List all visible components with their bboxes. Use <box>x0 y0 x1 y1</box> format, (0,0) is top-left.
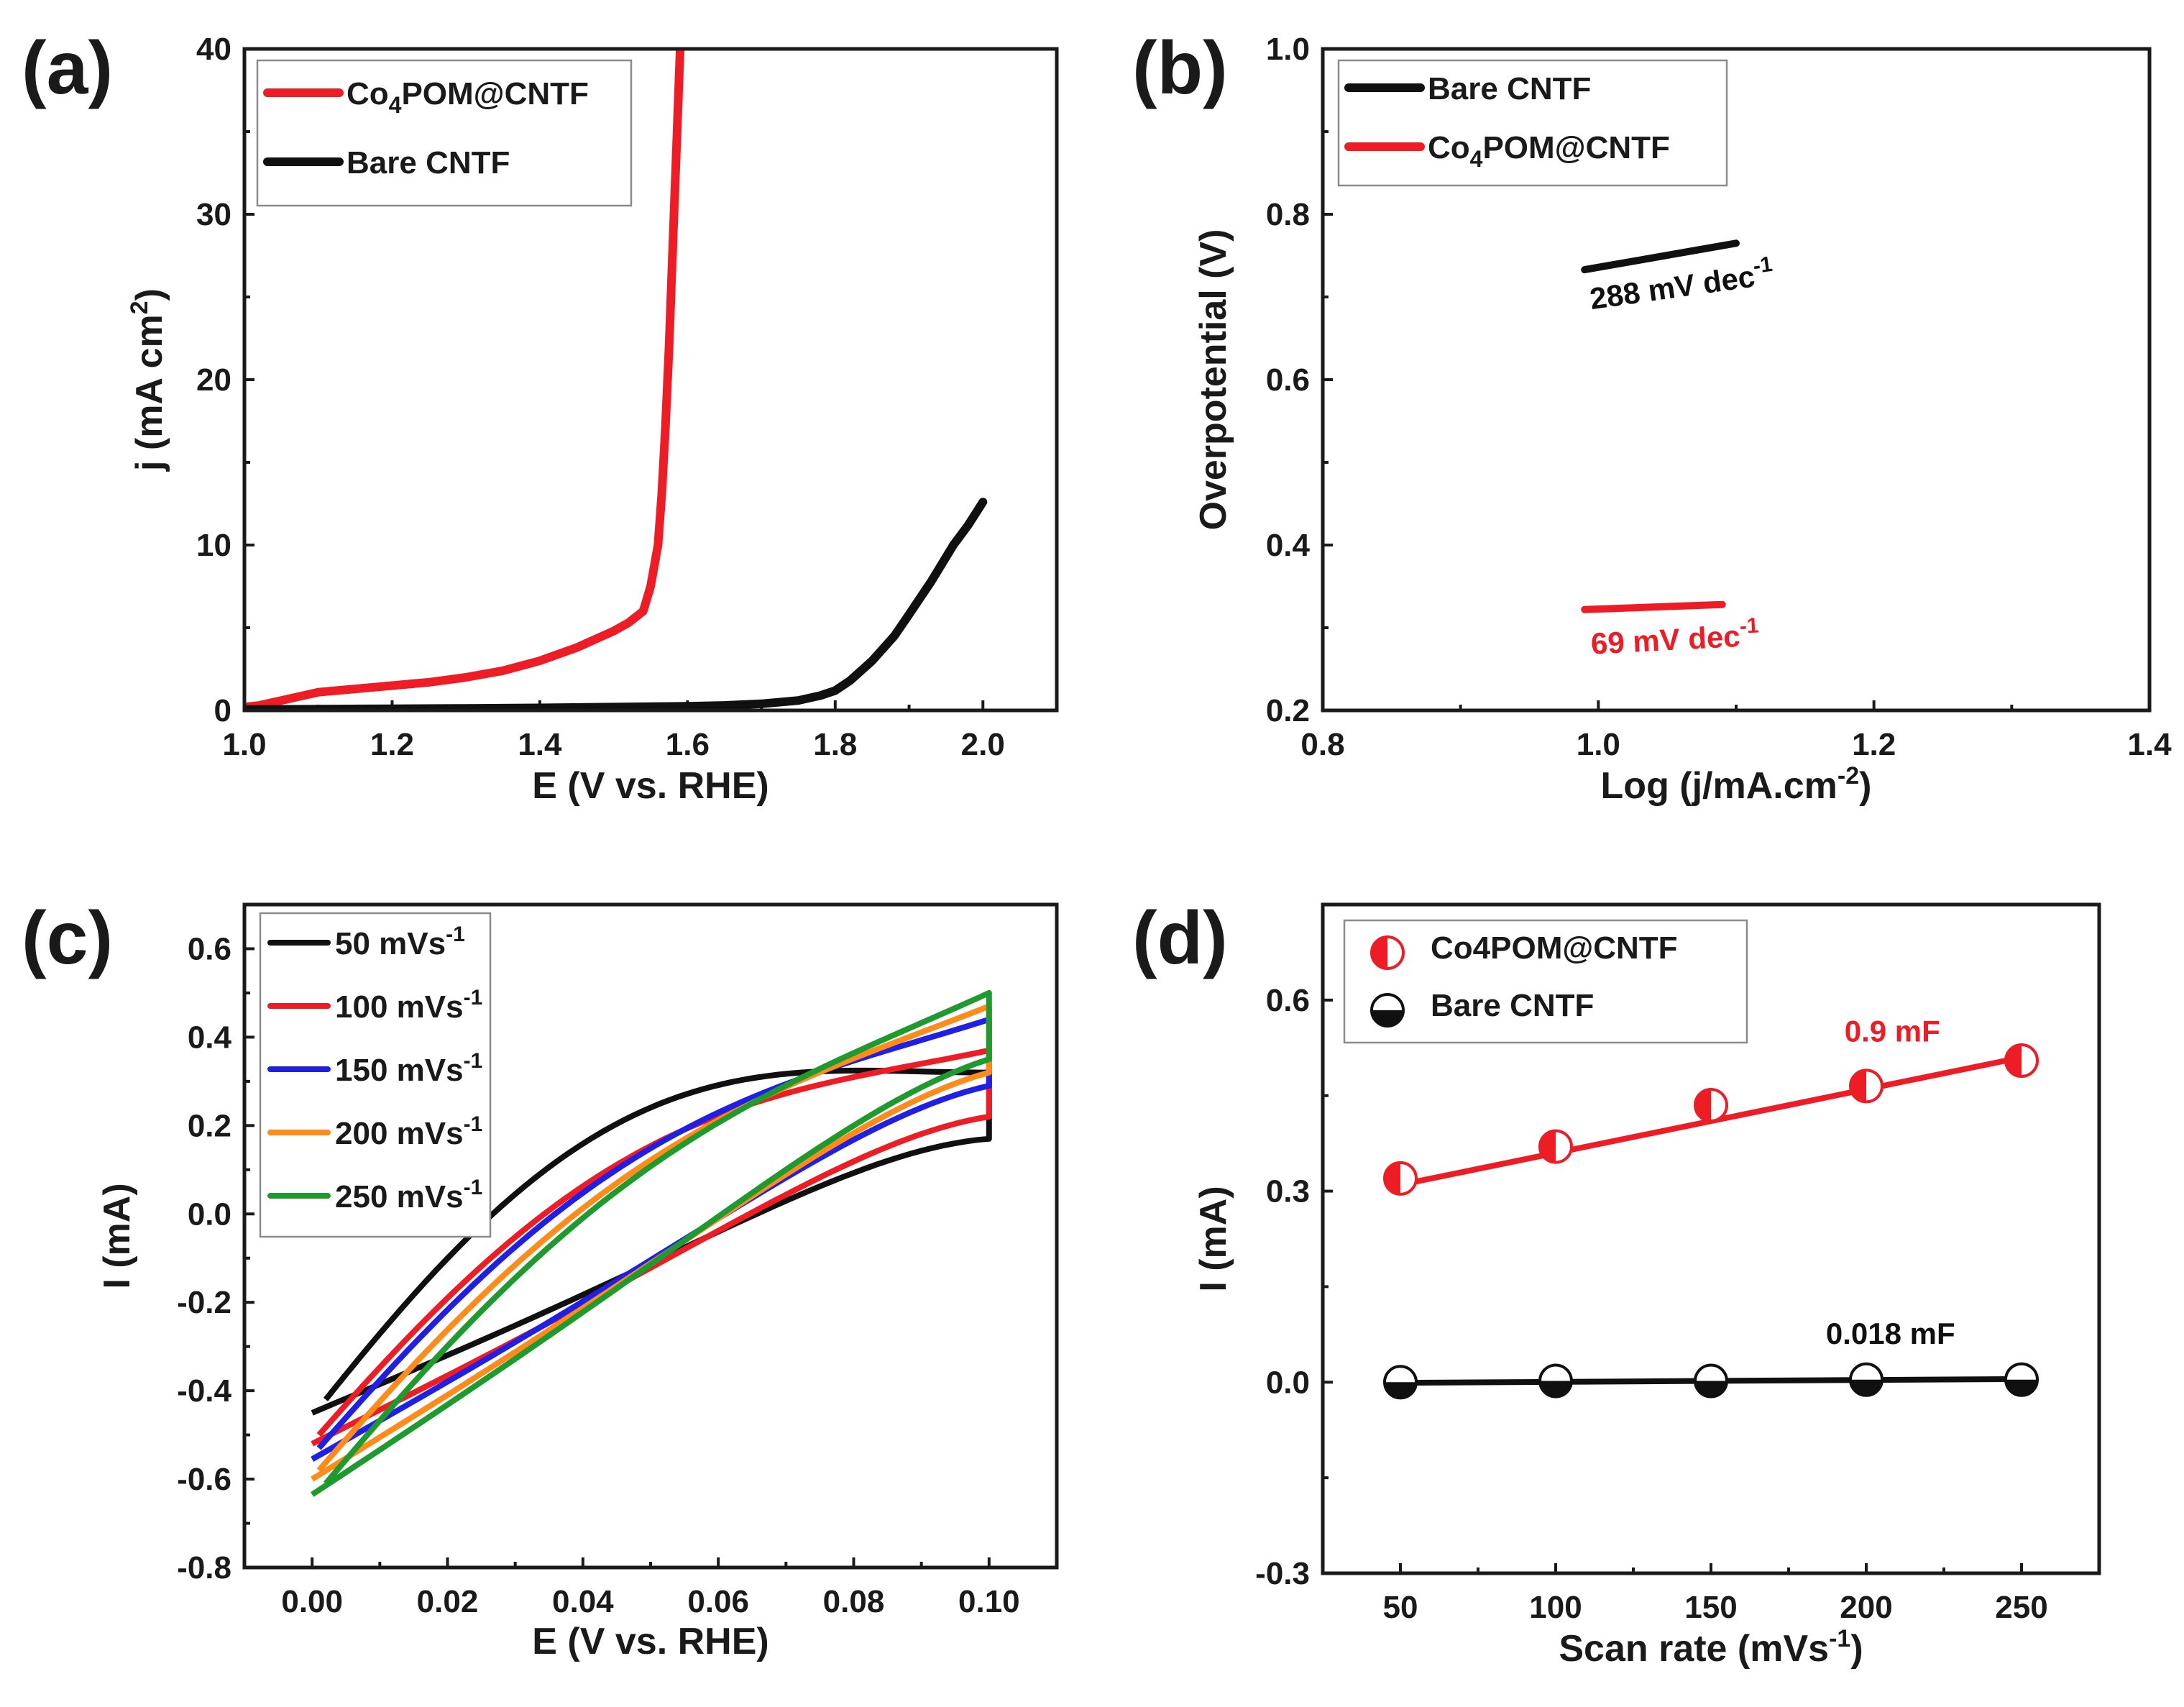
annotation-1: 0.018 mF <box>1826 1317 1955 1350</box>
y-tick-label: 0.4 <box>1266 528 1311 563</box>
y-tick-label: 0.3 <box>1266 1174 1310 1209</box>
x-axis-title: Log (j/mA.cm-2) <box>1601 762 1872 807</box>
y-tick-label: 0.2 <box>188 1108 231 1143</box>
x-tick-label: 1.2 <box>370 727 414 762</box>
legend-label-0: 50 mVs-1 <box>335 923 465 961</box>
legend-label-0: Co4POM@CNTF <box>1431 930 1678 966</box>
series-line-1 <box>244 498 988 710</box>
x-tick-label: 100 <box>1529 1590 1582 1625</box>
series-line-0 <box>244 49 685 710</box>
plot-frame <box>1321 47 2152 713</box>
series-line-1 <box>1581 600 1726 613</box>
legend-label-1: 100 mVs-1 <box>335 986 482 1025</box>
x-tick-label: 1.4 <box>2127 727 2172 762</box>
y-tick-label: -0.8 <box>177 1550 231 1585</box>
legend: 50 mVs-1 100 mVs-1 150 mVs-1 200 mVs-1 250 m… <box>259 912 492 1238</box>
panel-letter: (c) <box>22 897 113 980</box>
panel-letter: (a) <box>22 27 113 110</box>
x-tick-label: 1.4 <box>518 727 562 762</box>
y-axis-title: Overpotential (V) <box>1193 229 1234 531</box>
plot-frame <box>1321 902 2101 1575</box>
x-axis-title: E (V vs. RHE) <box>532 1621 768 1662</box>
y-tick-label: -0.6 <box>177 1462 231 1497</box>
legend-label-3: 200 mVs-1 <box>335 1112 482 1151</box>
data-point-0-4 <box>2004 1043 2039 1078</box>
plot-frame <box>242 902 1059 1570</box>
data-point-1-1 <box>1538 1363 1573 1399</box>
series-line-0 <box>1581 239 1740 274</box>
y-tick-label: 0.0 <box>1266 1365 1310 1400</box>
x-tick-label: 200 <box>1840 1590 1892 1625</box>
data-point-0-2 <box>1694 1088 1728 1122</box>
data-point-1-0 <box>1383 1365 1418 1400</box>
data-point-1-4 <box>2004 1362 2039 1397</box>
legend-label-4: 250 mVs-1 <box>335 1176 482 1214</box>
x-tick-label: 0.06 <box>687 1584 749 1619</box>
data-point-1-2 <box>1694 1363 1728 1399</box>
y-axis-title: j (mA cm2) <box>126 288 170 472</box>
y-axis-title: I (mA) <box>96 1183 138 1289</box>
y-tick-label: -0.2 <box>177 1285 231 1320</box>
panel-letter: (b) <box>1132 27 1228 110</box>
x-tick-label: 0.04 <box>552 1584 614 1619</box>
panel-a: (a) 1.0 1.2 1.4 1.6 1.8 2.0 0 10 20 30 40 E (V vs. R… <box>22 27 1059 807</box>
legend-label-1: Bare CNTF <box>347 145 510 180</box>
y-tick-label: -0.3 <box>1255 1556 1310 1591</box>
x-tick-label: 0.10 <box>958 1584 1020 1619</box>
x-tick-label: 0.00 <box>281 1584 343 1619</box>
annotation-0: 0.9 mF <box>1845 1014 1940 1048</box>
data-point-0-3 <box>1849 1068 1884 1104</box>
cv-loop-4 <box>310 989 992 1497</box>
y-tick-label: 1.0 <box>1266 32 1310 67</box>
y-axis-title: I (mA) <box>1193 1186 1234 1291</box>
panel-c: (c) 0.00 0.02 0.04 0.06 0.08 0.10 -0.8 -0.6 -0.4 -… <box>22 897 1059 1662</box>
y-tick-label: 0.6 <box>188 931 231 966</box>
y-tick-label: 0.6 <box>1266 362 1310 398</box>
y-tick-label: -0.4 <box>177 1373 231 1409</box>
x-tick-label: 2.0 <box>961 727 1005 762</box>
x-tick-label: 0.08 <box>823 1584 885 1619</box>
x-tick-label: 50 <box>1383 1590 1418 1625</box>
y-tick-label: 0.0 <box>188 1196 231 1232</box>
legend-marker-1 <box>1370 993 1405 1028</box>
legend: Co4POM@CNTF Bare CNTF <box>1343 919 1748 1044</box>
legend-label-1: Co4POM@CNTF <box>1428 130 1670 172</box>
x-axis-title: E (V vs. RHE) <box>532 765 768 807</box>
data-point-0-1 <box>1538 1129 1573 1164</box>
y-tick-label: 0.6 <box>1266 983 1310 1018</box>
x-tick-label: 1.8 <box>813 727 857 762</box>
panel-letter: (d) <box>1132 897 1228 980</box>
legend-marker-0 <box>1370 935 1405 970</box>
x-tick-label: 250 <box>1995 1590 2047 1625</box>
y-tick-label: 0.4 <box>188 1020 232 1055</box>
x-tick-label: 1.0 <box>222 727 266 762</box>
x-axis-title: Scan rate (mVs-1) <box>1559 1625 1863 1670</box>
legend-label-0: Co4POM@CNTF <box>347 76 589 118</box>
y-tick-label: 0.2 <box>1266 693 1310 728</box>
data-point-0-0 <box>1383 1161 1418 1196</box>
plot-frame <box>242 47 1059 713</box>
x-tick-label: 1.6 <box>666 727 710 762</box>
legend: Bare CNTF Co4POM@CNTF <box>1337 59 1728 187</box>
y-tick-label: 10 <box>196 528 231 563</box>
data-point-1-3 <box>1849 1362 1884 1397</box>
y-tick-label: 40 <box>196 32 231 67</box>
panel-d: (d) 50 100 150 200 250 -0.3 0.0 0.3 0.6 Scan rate … <box>1132 897 2101 1670</box>
x-tick-label: 1.2 <box>1852 727 1896 762</box>
legend-label-1: Bare CNTF <box>1431 988 1594 1023</box>
x-tick-label: 150 <box>1684 1590 1737 1625</box>
legend-label-0: Bare CNTF <box>1428 71 1591 106</box>
x-tick-label: 0.02 <box>417 1584 479 1619</box>
annotation-1: 69 mV dec-1 <box>1589 614 1760 661</box>
legend-label-2: 150 mVs-1 <box>335 1049 482 1088</box>
x-tick-label: 0.8 <box>1300 727 1344 762</box>
y-tick-label: 0 <box>214 693 231 728</box>
y-tick-label: 0.8 <box>1266 197 1310 232</box>
x-tick-label: 1.0 <box>1577 727 1620 762</box>
y-tick-label: 30 <box>196 197 231 232</box>
y-tick-label: 20 <box>196 362 231 398</box>
legend: Co4POM@CNTF Bare CNTF <box>256 59 633 207</box>
